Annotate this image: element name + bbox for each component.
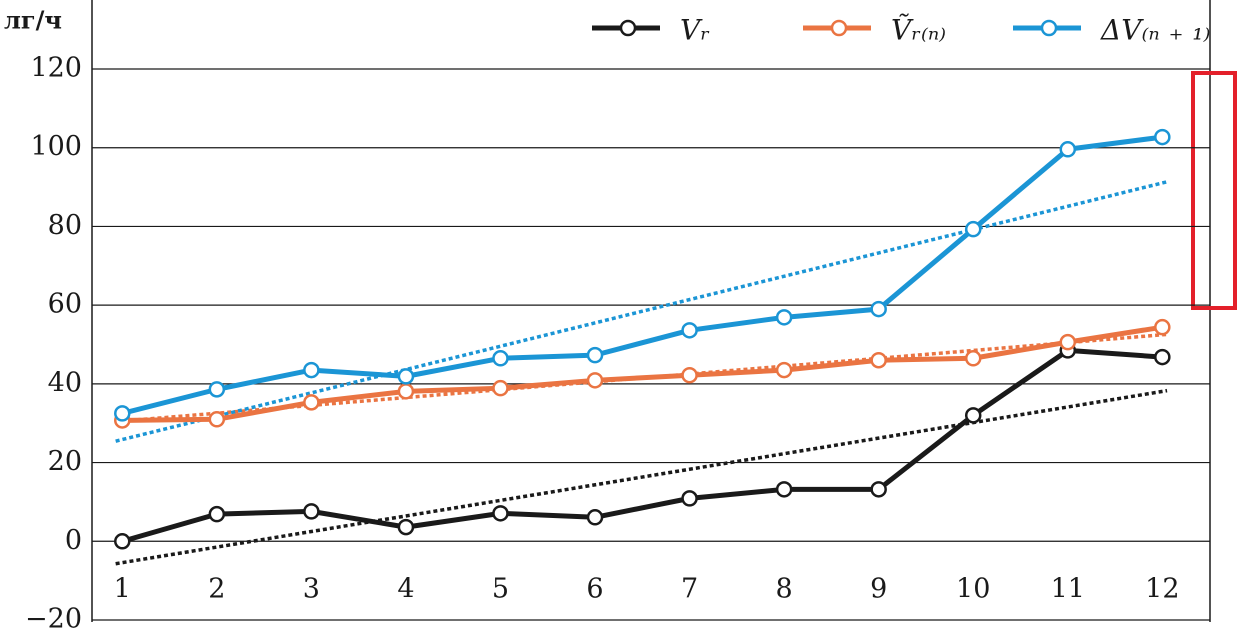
y-axis-label: лг/ч bbox=[4, 6, 62, 35]
x-tick-label: 3 bbox=[303, 574, 320, 605]
point bbox=[1154, 348, 1171, 366]
x-tick-label: 10 bbox=[956, 574, 990, 605]
x-tick-label: 11 bbox=[1051, 574, 1085, 605]
legend-label: Ṽᵣ₍ₙ₎ bbox=[891, 14, 946, 47]
point bbox=[114, 533, 131, 550]
x-tick-label: 1 bbox=[114, 574, 131, 605]
highlight-box bbox=[1191, 71, 1237, 310]
point bbox=[775, 481, 793, 498]
y-tick-label: 20 bbox=[48, 446, 82, 477]
x-tick-label: 8 bbox=[776, 574, 793, 605]
point bbox=[870, 300, 887, 318]
trend-line bbox=[115, 180, 1168, 443]
point bbox=[964, 220, 982, 238]
point bbox=[303, 394, 320, 411]
y-tick-label: 40 bbox=[48, 367, 82, 398]
legend-label: Vᵣ bbox=[680, 14, 710, 47]
point bbox=[964, 350, 982, 367]
point bbox=[586, 509, 604, 526]
point bbox=[397, 518, 415, 536]
point bbox=[681, 322, 698, 339]
point bbox=[1154, 318, 1171, 336]
legend-marker bbox=[619, 19, 637, 37]
y-tick-label: 60 bbox=[48, 289, 82, 320]
point bbox=[303, 361, 320, 379]
y-tick-label: 0 bbox=[65, 525, 82, 556]
point bbox=[208, 505, 226, 523]
point bbox=[775, 309, 793, 326]
point bbox=[870, 481, 887, 498]
legend-label: ΔV₍ₙ ₊ ₁₎ bbox=[1100, 14, 1210, 47]
legend-marker bbox=[1040, 19, 1058, 37]
point bbox=[492, 505, 509, 522]
point bbox=[586, 372, 604, 389]
y-tick-label: 80 bbox=[48, 210, 82, 241]
series-line bbox=[122, 324, 1163, 423]
y-tick-label: 100 bbox=[30, 131, 82, 162]
point bbox=[681, 366, 698, 384]
point bbox=[870, 351, 887, 369]
x-tick-label: 12 bbox=[1145, 574, 1179, 605]
point bbox=[586, 346, 604, 364]
x-tick-label: 7 bbox=[681, 574, 698, 605]
y-tick-label: 120 bbox=[30, 53, 82, 84]
point bbox=[208, 381, 226, 398]
legend-marker bbox=[830, 19, 848, 37]
point bbox=[964, 407, 982, 424]
point bbox=[492, 379, 509, 397]
y-tick-label: −20 bbox=[25, 604, 82, 634]
point bbox=[397, 368, 415, 385]
x-tick-label: 6 bbox=[586, 574, 603, 605]
point bbox=[208, 411, 226, 428]
point bbox=[397, 383, 415, 400]
point bbox=[114, 405, 131, 422]
series-line bbox=[121, 347, 1163, 544]
trend-line bbox=[115, 388, 1168, 566]
point bbox=[681, 490, 698, 507]
point bbox=[1059, 333, 1077, 351]
x-tick-label: 4 bbox=[397, 574, 414, 605]
x-tick-label: 5 bbox=[492, 574, 509, 605]
point bbox=[1154, 128, 1171, 146]
point bbox=[303, 503, 320, 520]
series-line bbox=[121, 134, 1163, 416]
point bbox=[1059, 141, 1077, 158]
x-tick-label: 2 bbox=[208, 574, 225, 605]
x-tick-label: 9 bbox=[870, 574, 887, 605]
point bbox=[775, 361, 793, 379]
point bbox=[492, 350, 509, 367]
